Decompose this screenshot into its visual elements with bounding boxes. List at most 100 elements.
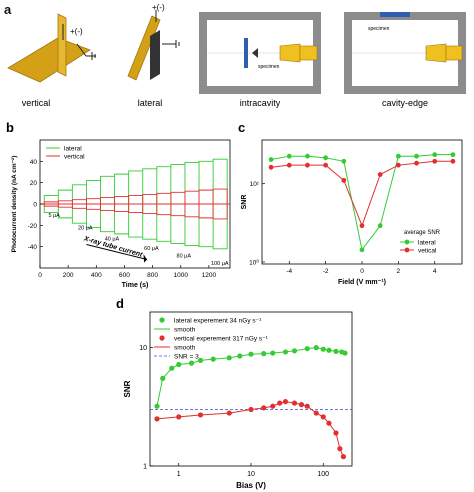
annotation-b-0: 5 μA [48, 213, 60, 219]
y-tick-label-c: 10¹ [250, 181, 260, 188]
x-tick-label-b: 1200 [202, 272, 217, 279]
snr-bias-chart: 1 10 100 1 10 Bias (V) SNR lateral experement 3… [123, 311, 353, 490]
data-point-c-vetical [450, 158, 456, 164]
annotation-b-1: 20 μA [78, 226, 93, 232]
data-point-c-vetical [286, 162, 292, 168]
data-point-c-vetical [377, 172, 383, 177]
data-point-d-0 [160, 375, 166, 381]
data-point-d-1 [304, 403, 310, 409]
annotation-b-3: 60 μA [144, 246, 159, 252]
cavity-edge-illustration: specimen [344, 12, 466, 94]
y-axis-label-b: Photocurrent density (nA cm⁻²) [11, 156, 18, 253]
data-point-c-lateral [359, 247, 365, 253]
panel-letter-d: d [116, 296, 124, 311]
data-point-d-0 [291, 348, 298, 354]
caption-3: cavity-edge [382, 98, 428, 108]
data-point-d-1 [313, 410, 319, 416]
legend-title-c: average SNR [404, 230, 441, 236]
data-point-d-0 [282, 349, 289, 355]
y-tick-label-c: 10⁰ [249, 259, 259, 267]
snr-field-chart: -4 -2 0 2 4 10¹ 10⁰ Field (V mm⁻¹) SNR average SN… [241, 139, 463, 286]
x-tick-label-d: 100 [317, 471, 329, 478]
data-point-d-1 [197, 412, 204, 418]
legend-marker-c-lateral [404, 239, 410, 245]
data-point-c-lateral [450, 152, 456, 158]
x-tick-label-c: -2 [323, 268, 329, 275]
annotation-b-2: 40 μA [105, 236, 120, 242]
data-point-d-0 [237, 353, 243, 359]
data-point-d-1 [176, 414, 182, 420]
data-point-c-vetical [432, 158, 438, 164]
data-point-d-0 [342, 350, 348, 356]
data-point-c-vetical [359, 223, 365, 229]
data-point-c-lateral [341, 158, 347, 164]
panel-letter-a: a [4, 2, 12, 17]
x-tick-label-c: 0 [360, 268, 364, 275]
x-tick-label-b: 400 [91, 272, 102, 279]
data-point-d-0 [197, 357, 204, 364]
data-point-d-0 [154, 403, 160, 409]
y-tick-label-b: 0 [33, 202, 37, 209]
data-point-c-lateral [414, 153, 419, 159]
panel-letter-c: c [238, 120, 245, 135]
annotation-b-4: 80 μA [177, 253, 192, 259]
vertical-config-illustration: +(-) [7, 13, 96, 83]
specimen-label-edge: specimen [368, 26, 390, 32]
legend-label-d-3: smooth [174, 345, 196, 352]
y-tick-label-b: 40 [30, 159, 38, 166]
x-tick-label-b: 0 [38, 272, 42, 279]
y-axis-label-c: SNR [241, 195, 248, 210]
data-point-d-1 [333, 430, 339, 436]
x-tick-label-c: 2 [397, 268, 401, 275]
legend-label-d-1: smooth [174, 327, 196, 334]
y-tick-label-b: -20 [28, 223, 38, 230]
legend-marker-d-2 [159, 335, 165, 341]
tube-current-arrow [86, 244, 148, 260]
tube-current-arrowhead [143, 254, 147, 263]
data-point-c-vetical [268, 164, 274, 170]
data-point-d-1 [320, 414, 326, 420]
y-axis-label-d: SNR [123, 380, 132, 397]
data-point-d-1 [261, 405, 267, 411]
x-tick-label-b: 200 [63, 272, 74, 279]
y-tick-label-b: -40 [28, 244, 38, 251]
data-point-c-lateral [432, 152, 438, 158]
data-point-d-0 [313, 345, 319, 351]
data-point-d-1 [326, 420, 332, 426]
data-point-c-lateral [395, 153, 401, 159]
specimen-label-intracavity: specimen [258, 64, 280, 70]
series-line-c-vetical [271, 160, 453, 228]
x-axis-label-d: Bias (V) [236, 481, 266, 490]
data-point-d-0 [248, 351, 254, 357]
data-point-d-0 [320, 346, 326, 352]
legend-label-d-4: SNR = 3 [174, 354, 199, 361]
bias-label-vertical: +(-) [70, 27, 83, 36]
x-tick-label-d: 10 [247, 471, 255, 478]
annotation-b-5: 100 μA [211, 261, 229, 267]
data-point-d-1 [337, 446, 343, 452]
data-point-d-1 [340, 454, 346, 460]
data-point-d-0 [304, 346, 310, 352]
data-point-d-0 [176, 361, 182, 368]
x-tick-label-b: 800 [147, 272, 158, 279]
x-tick-label-b: 1000 [174, 272, 189, 279]
data-point-c-vetical [395, 162, 401, 168]
data-point-d-0 [326, 347, 332, 353]
panel-letter-b: b [6, 120, 14, 135]
data-point-d-1 [248, 406, 254, 413]
x-axis-label-c: Field (V mm⁻¹) [338, 279, 386, 286]
intracavity-illustration: specimen [199, 12, 321, 94]
caption-2: intracavity [240, 98, 281, 108]
data-point-c-lateral [305, 153, 310, 159]
data-point-d-0 [270, 350, 276, 356]
data-point-d-0 [226, 355, 232, 361]
data-point-c-vetical [323, 162, 329, 168]
x-tick-label-c: -4 [286, 268, 292, 275]
legend-marker-d-0 [159, 317, 165, 323]
legend-label-b-lateral: lateral [64, 146, 82, 153]
data-point-d-0 [188, 360, 195, 366]
data-point-d-1 [154, 416, 160, 422]
y-tick-label-b: 20 [30, 180, 38, 187]
y-tick-label-d: 10 [139, 345, 147, 352]
